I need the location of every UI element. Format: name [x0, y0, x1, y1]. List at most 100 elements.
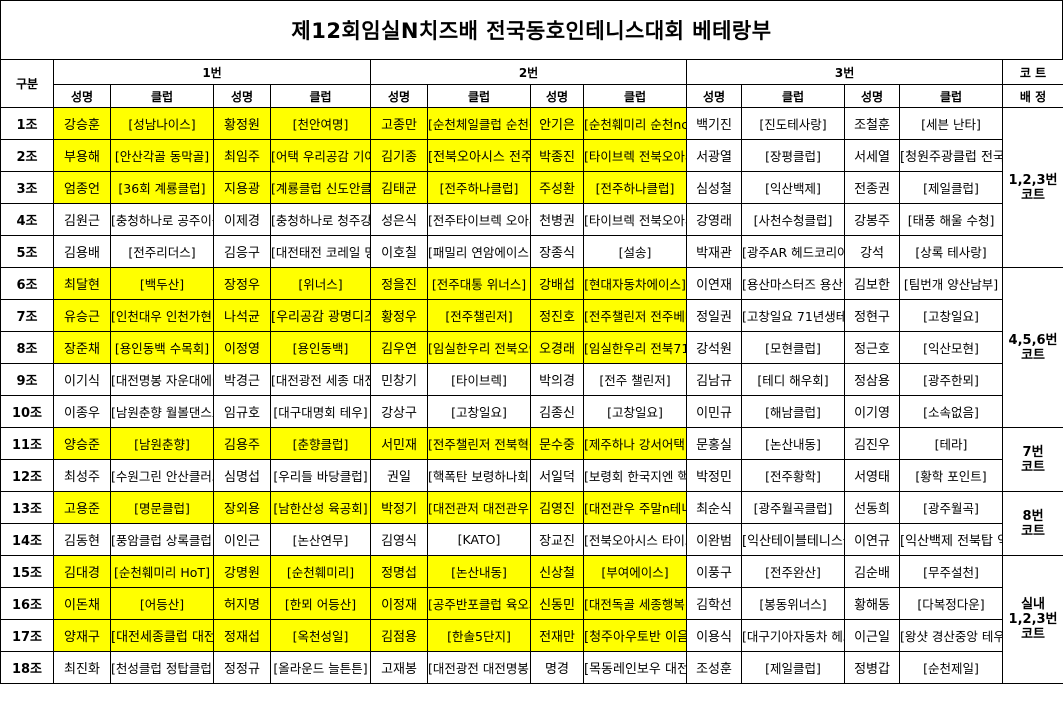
club-cell: [대전광전 세종 대전명봉]	[269, 363, 372, 396]
club-cell: [봉동위너스]	[741, 587, 846, 620]
group-label: 11조	[0, 427, 54, 460]
player-name-cell: 전종권	[844, 171, 901, 204]
club-cell: [충청하나로 공주이음팀]	[110, 203, 214, 236]
group-label: 3조	[0, 171, 54, 204]
player-name-cell: 장준채	[53, 331, 111, 364]
group-label: 17조	[0, 619, 54, 652]
player-name-cell: 고용준	[53, 491, 111, 524]
player-name-cell: 정현구	[844, 299, 901, 332]
player-name-cell: 강석	[844, 235, 901, 268]
club-cell: [충청하나로 청주강내]	[269, 203, 372, 236]
club-cell: [36회 계룡클럽]	[110, 171, 214, 204]
table-row: 2조 부용해 [안산각골 동막골] 최임주 [어택 우리공감 기아] 김기종 [전북오아시스…	[0, 139, 1063, 172]
club-cell: [명문클럽]	[110, 491, 214, 524]
club-cell: [제주하나 강서어택]	[583, 427, 688, 460]
player-name-cell: 정진호	[530, 299, 585, 332]
court-assignment: 실내 1,2,3번 코트	[1002, 555, 1063, 684]
player-name-cell: 조철훈	[844, 107, 901, 140]
player-name-cell: 강배섭	[530, 267, 585, 300]
player-name-cell: 천병권	[530, 203, 585, 236]
player-name-cell: 김기종	[370, 139, 429, 172]
player-name-cell: 김용주	[213, 427, 271, 460]
player-name-cell: 지용광	[213, 171, 271, 204]
club-cell: [위너스]	[269, 267, 372, 300]
club-cell: [우리공감 광명디즈 전투외]	[269, 299, 372, 332]
header-name: 성명	[686, 84, 743, 108]
header-court-assign-bottom: 배 정	[1002, 84, 1063, 108]
player-name-cell: 문홍실	[686, 427, 743, 460]
player-name-cell: 이정재	[370, 587, 429, 620]
player-name-cell: 김우연	[370, 331, 429, 364]
club-cell: [타이브렉 전북오아시스]	[583, 139, 688, 172]
group-label: 12조	[0, 459, 54, 492]
table-row: 15조 김대경 [순천훼미리 HoT] 강명원 [순천훼미리] 정명섭 [논산내동] 신상철[…	[0, 555, 1063, 684]
header-club: 클럽	[741, 84, 846, 108]
group-label: 1조	[0, 107, 54, 140]
club-cell: [한뫼 어등산]	[269, 587, 372, 620]
player-name-cell: 최순식	[686, 491, 743, 524]
player-name-cell: 선동희	[844, 491, 901, 524]
club-cell: [임실한우리 전북오아시스]	[427, 331, 532, 364]
club-cell: [순천제일]	[899, 651, 1004, 684]
club-cell: [청주아우토반 이음팀 청담]	[583, 619, 688, 652]
club-cell: [천안여명]	[269, 107, 372, 140]
player-name-cell: 유승근	[53, 299, 111, 332]
club-cell: [소속없음]	[899, 395, 1004, 428]
player-name-cell: 김점용	[370, 619, 429, 652]
club-cell: [제일클럽]	[741, 651, 846, 684]
player-name-cell: 황정우	[370, 299, 429, 332]
player-name-cell: 박의경	[530, 363, 585, 396]
club-cell: [테디 해우회]	[741, 363, 846, 396]
table-row: 14조 김동현 [풍암클럽 상록클럽] 이인근 [논산연무] 김영식 [KATO] 장교진 [전…	[0, 523, 1063, 556]
header-name: 성명	[213, 84, 271, 108]
header-club: 클럽	[427, 84, 532, 108]
player-name-cell: 양재구	[53, 619, 111, 652]
club-cell: [수원그린 안산클러스]	[110, 459, 214, 492]
club-cell: [백두산]	[110, 267, 214, 300]
player-name-cell: 김동현	[53, 523, 111, 556]
club-cell: [KATO]	[427, 523, 532, 556]
club-cell: [어택 우리공감 기아]	[269, 139, 372, 172]
court-assignment-line: 8번	[1022, 508, 1044, 524]
player-name-cell: 김태균	[370, 171, 429, 204]
club-cell: [순천훼미리]	[269, 555, 372, 588]
club-cell: [광주한뫼]	[899, 363, 1004, 396]
player-name-cell: 허지명	[213, 587, 271, 620]
club-cell: [목동레인보우 대전하전 대전명봉]	[583, 651, 688, 684]
club-cell: [모현클럽]	[741, 331, 846, 364]
header-club: 클럽	[269, 84, 372, 108]
header-club: 클럽	[583, 84, 688, 108]
player-name-cell: 김대경	[53, 555, 111, 588]
player-name-cell: 양승준	[53, 427, 111, 460]
club-cell: [장평클럽]	[741, 139, 846, 172]
player-name-cell: 이완범	[686, 523, 743, 556]
club-cell: [익산테이블테니스클럽 전북탑클럽]	[741, 523, 846, 556]
header-name: 성명	[370, 84, 429, 108]
club-cell: [옥천성일]	[269, 619, 372, 652]
club-cell: [용인동백 수목회]	[110, 331, 214, 364]
club-cell: [한솔5단지]	[427, 619, 532, 652]
club-cell: [임실한우리 전북71]	[583, 331, 688, 364]
player-name-cell: 심명섭	[213, 459, 271, 492]
player-name-cell: 이정영	[213, 331, 271, 364]
player-name-cell: 안기은	[530, 107, 585, 140]
player-name-cell: 강명원	[213, 555, 271, 588]
player-name-cell: 정정규	[213, 651, 271, 684]
player-name-cell: 이민규	[686, 395, 743, 428]
player-name-cell: 임규호	[213, 395, 271, 428]
player-name-cell: 정삼용	[844, 363, 901, 396]
player-name-cell: 김영진	[530, 491, 585, 524]
player-name-cell: 김진우	[844, 427, 901, 460]
club-cell: [핵폭탄 보령하나회]	[427, 459, 532, 492]
player-name-cell: 정재섭	[213, 619, 271, 652]
club-cell: [세븐 난타]	[899, 107, 1004, 140]
club-cell: [광주월곡]	[899, 491, 1004, 524]
club-cell: [보령회 한국지엔 핵폭탄]	[583, 459, 688, 492]
player-name-cell: 권일	[370, 459, 429, 492]
court-assignment: 8번 코트	[1002, 491, 1063, 556]
club-cell: [대전독골 세종행복]	[583, 587, 688, 620]
player-name-cell: 박정기	[370, 491, 429, 524]
club-cell: [전주리더스]	[110, 235, 214, 268]
